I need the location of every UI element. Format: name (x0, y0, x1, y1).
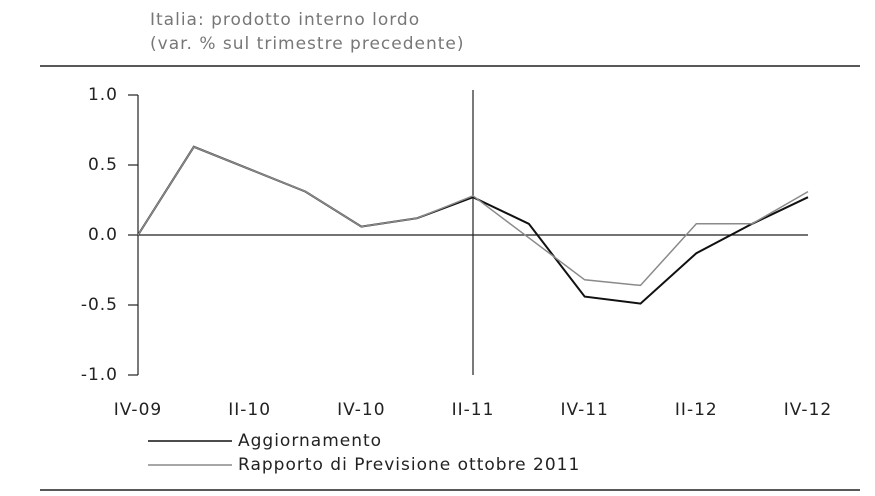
y-tick-label: 1.0 (88, 85, 118, 105)
chart-subtitle: (var. % sul trimestre precedente) (150, 34, 465, 54)
x-tick-label: IV-11 (560, 400, 608, 420)
y-tick-label: -0.5 (81, 295, 118, 315)
x-tick-label: IV-12 (784, 400, 832, 420)
y-tick-label: -1.0 (81, 365, 118, 385)
series-line (137, 145, 809, 287)
x-tick-label: II-10 (228, 400, 271, 420)
legend-label: Aggiornamento (238, 431, 382, 451)
x-tick-label: II-12 (675, 400, 718, 420)
x-tick-label: IV-10 (337, 400, 385, 420)
y-tick-label: 0.0 (88, 225, 118, 245)
x-tick-label: IV-09 (114, 400, 162, 420)
y-tick-label: 0.5 (88, 155, 118, 175)
x-tick-label: II-11 (452, 400, 495, 420)
chart-title: Italia: prodotto interno lordo (150, 10, 420, 30)
legend-label: Rapporto di Previsione ottobre 2011 (238, 455, 580, 475)
